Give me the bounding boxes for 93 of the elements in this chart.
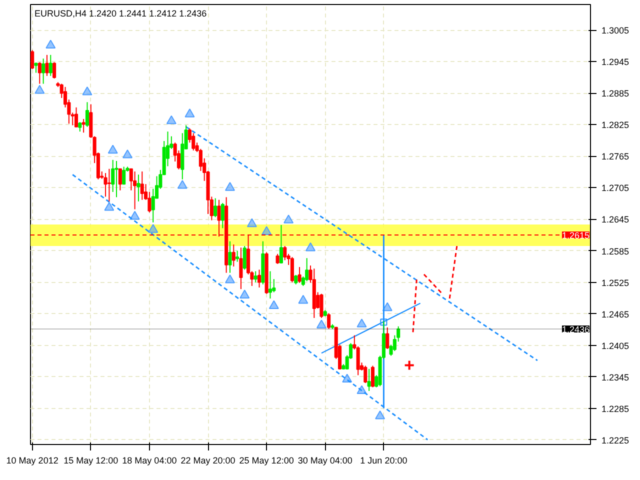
y-tick-label: 1.2945	[602, 57, 630, 68]
point	[380, 318, 388, 326]
point	[316, 320, 326, 328]
y-tick-label: 1.2405	[602, 340, 630, 351]
candlestick	[367, 368, 371, 392]
candlestick	[118, 168, 122, 191]
point	[177, 180, 188, 189]
candlestick	[254, 270, 258, 283]
candlestick	[276, 253, 280, 264]
candlestick	[140, 170, 144, 200]
candlestick	[133, 170, 137, 210]
candlestick	[294, 274, 298, 285]
ref-line-label: 1.2615	[562, 230, 590, 240]
candlestick	[305, 258, 309, 282]
x-tick-label: 18 May 04:00	[122, 456, 177, 466]
candlestick	[370, 365, 375, 388]
candlestick	[52, 62, 56, 80]
point	[306, 242, 316, 252]
point	[224, 274, 235, 284]
point	[224, 182, 235, 191]
point	[108, 144, 118, 154]
candlestick	[327, 312, 331, 330]
y-tick-label: 1.2525	[602, 278, 630, 288]
candlestick	[85, 102, 90, 128]
candlestick	[257, 269, 262, 288]
candlestick	[30, 50, 34, 70]
point	[184, 108, 195, 118]
candlestick	[279, 224, 283, 264]
candlestick	[114, 160, 118, 198]
point	[122, 149, 132, 158]
point	[104, 202, 114, 211]
candlestick	[74, 106, 78, 128]
y-tick-label: 1.2705	[602, 183, 630, 194]
point	[82, 86, 92, 96]
x-tick-label: 1 Jun 20:00	[360, 456, 408, 466]
candlestick	[239, 247, 243, 290]
candlestick	[268, 270, 272, 300]
candlestick	[386, 326, 390, 350]
candlestick	[364, 365, 368, 384]
point	[34, 84, 45, 94]
x-tick-label: 15 May 12:00	[64, 456, 118, 466]
point	[382, 302, 392, 312]
candlestick	[38, 62, 42, 84]
point	[148, 224, 158, 233]
candlestick	[78, 122, 82, 132]
point	[404, 360, 415, 371]
candlestick	[48, 54, 52, 76]
x-tick-label: 25 May 12:00	[239, 456, 294, 466]
y-tick-label: 1.2465	[602, 309, 630, 320]
point	[298, 294, 308, 304]
chart-title: EURUSD,H4 1.2420 1.2441 1.2412 1.2436	[34, 8, 207, 18]
candlestick	[290, 256, 294, 283]
y-tick-label: 1.2225	[602, 435, 630, 446]
candlestick	[42, 58, 46, 84]
candlestick	[107, 168, 111, 202]
candlestick	[192, 132, 196, 151]
y-tick-label: 1.3005	[602, 26, 630, 36]
candlestick	[228, 240, 232, 274]
candlestick	[82, 118, 86, 134]
y-tick-label: 1.2825	[602, 120, 630, 130]
ref-line-label: 1.2436	[562, 324, 590, 334]
candlestick	[298, 266, 302, 284]
x-tick-label: 30 May 04:00	[298, 456, 352, 466]
x-tick-label: 22 May 20:00	[180, 456, 236, 466]
candlestick	[320, 293, 324, 318]
point	[268, 300, 279, 309]
candlestick	[232, 244, 236, 268]
candlestick	[104, 172, 108, 198]
y-tick-label: 1.2765	[602, 152, 630, 162]
point	[240, 290, 250, 298]
candlestick	[122, 166, 126, 185]
candlestick	[136, 174, 140, 202]
candlestick	[45, 54, 49, 76]
point	[356, 318, 367, 328]
point	[166, 115, 176, 124]
point	[375, 410, 386, 420]
y-tick-label: 1.2885	[602, 88, 630, 99]
x-tick-label: 10 May 2012	[6, 456, 58, 466]
point	[262, 226, 272, 235]
y-tick-label: 1.2345	[602, 372, 630, 382]
point	[46, 40, 56, 49]
candlestick	[236, 250, 240, 262]
candlestick	[151, 188, 155, 223]
candlestick	[283, 246, 287, 261]
y-tick-label: 1.2585	[602, 246, 630, 256]
point	[246, 218, 257, 228]
y-tick-label: 1.2285	[602, 404, 630, 414]
candlestick	[214, 198, 218, 218]
candlestick	[220, 202, 224, 229]
y-tick-label: 1.2645	[602, 214, 630, 225]
point	[284, 214, 294, 224]
candlestick	[242, 246, 246, 270]
point	[130, 210, 140, 220]
